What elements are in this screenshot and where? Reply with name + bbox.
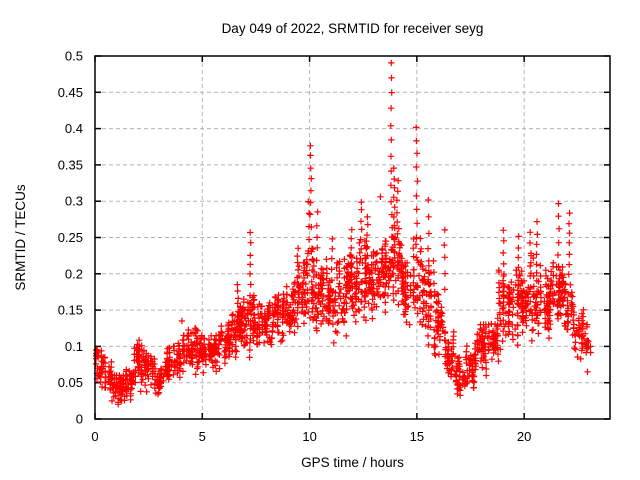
y-tick-label: 0.35 bbox=[58, 157, 83, 172]
y-tick-label: 0 bbox=[76, 412, 83, 427]
x-tick-label: 0 bbox=[91, 429, 98, 444]
y-tick-label: 0.1 bbox=[65, 339, 83, 354]
y-tick-label: 0.05 bbox=[58, 375, 83, 390]
data-points bbox=[92, 59, 594, 408]
chart-title: Day 049 of 2022, SRMTID for receiver sey… bbox=[222, 21, 484, 36]
x-tick-label: 20 bbox=[517, 429, 531, 444]
y-axis-label: SRMTID / TECUs bbox=[13, 184, 28, 291]
y-tick-label: 0.4 bbox=[65, 121, 83, 136]
axis-tick-labels: 0 5 10 15 20 0 0.05 0.1 0.15 0.2 0.25 0.3 0.35 0.4 0.4… bbox=[58, 49, 532, 445]
x-tick-label: 5 bbox=[199, 429, 206, 444]
y-tick-label: 0.25 bbox=[58, 230, 83, 245]
x-tick-label: 10 bbox=[302, 429, 316, 444]
x-tick-label: 15 bbox=[410, 429, 424, 444]
plot-frame bbox=[94, 55, 611, 420]
y-tick-label: 0.45 bbox=[58, 85, 83, 100]
y-tick-label: 0.3 bbox=[65, 194, 83, 209]
x-axis-label: GPS time / hours bbox=[301, 455, 404, 470]
y-tick-label: 0.15 bbox=[58, 303, 83, 318]
frame-rect bbox=[94, 55, 611, 420]
y-tick-label: 0.2 bbox=[65, 266, 83, 281]
scatter-markers bbox=[92, 59, 594, 408]
y-tick-label: 0.5 bbox=[65, 49, 83, 64]
